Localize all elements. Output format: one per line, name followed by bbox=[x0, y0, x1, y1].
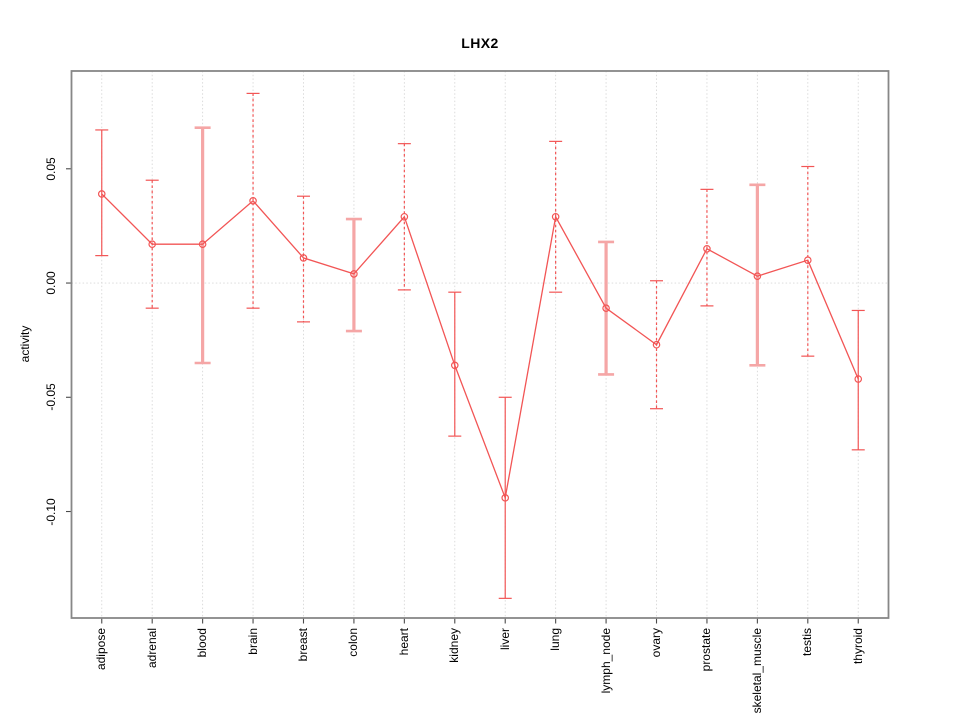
data-point bbox=[97, 190, 106, 198]
x-tick-label: ovary bbox=[649, 628, 663, 658]
x-tick-label: lymph_node bbox=[598, 628, 613, 694]
x-tick-label: adrenal bbox=[144, 628, 159, 669]
data-point bbox=[400, 212, 409, 221]
plot-box bbox=[70, 70, 890, 619]
y-tick-label: -0.10 bbox=[44, 497, 58, 526]
data-point bbox=[198, 240, 207, 248]
y-tick-label: 0.00 bbox=[44, 271, 58, 295]
x-tick-label: adipose bbox=[94, 628, 109, 671]
x-tick-label: blood bbox=[195, 628, 210, 658]
data-point bbox=[652, 340, 661, 349]
data-point bbox=[753, 272, 762, 280]
x-tick-label: brain bbox=[245, 628, 260, 655]
x-tick-label: lung bbox=[548, 628, 563, 651]
data-point bbox=[148, 240, 156, 248]
x-tick-label: testis bbox=[800, 628, 815, 657]
data-point bbox=[249, 196, 257, 205]
x-tick-label: skeletal_muscle bbox=[749, 628, 764, 714]
data-point bbox=[551, 212, 560, 221]
data-point bbox=[804, 256, 812, 264]
data-point bbox=[602, 304, 610, 312]
data-point bbox=[350, 270, 358, 278]
x-tick-label: thyroid bbox=[850, 628, 865, 665]
x-tick-label: heart bbox=[396, 628, 411, 656]
data-point bbox=[854, 375, 863, 383]
data-point bbox=[450, 361, 459, 370]
x-tick-label: breast bbox=[295, 628, 310, 662]
y-tick-label: -0.05 bbox=[44, 383, 58, 411]
data-point bbox=[299, 254, 308, 262]
x-tick-label: kidney bbox=[447, 628, 462, 663]
y-tick-label: 0.05 bbox=[44, 157, 58, 181]
x-tick-label: liver bbox=[497, 628, 512, 651]
x-tick-label: prostate bbox=[699, 628, 714, 672]
x-tick-label: colon bbox=[346, 628, 361, 657]
data-point bbox=[703, 244, 711, 253]
series-line bbox=[101, 193, 859, 501]
chart-title: LHX2 bbox=[461, 35, 499, 51]
data-point bbox=[501, 494, 510, 502]
